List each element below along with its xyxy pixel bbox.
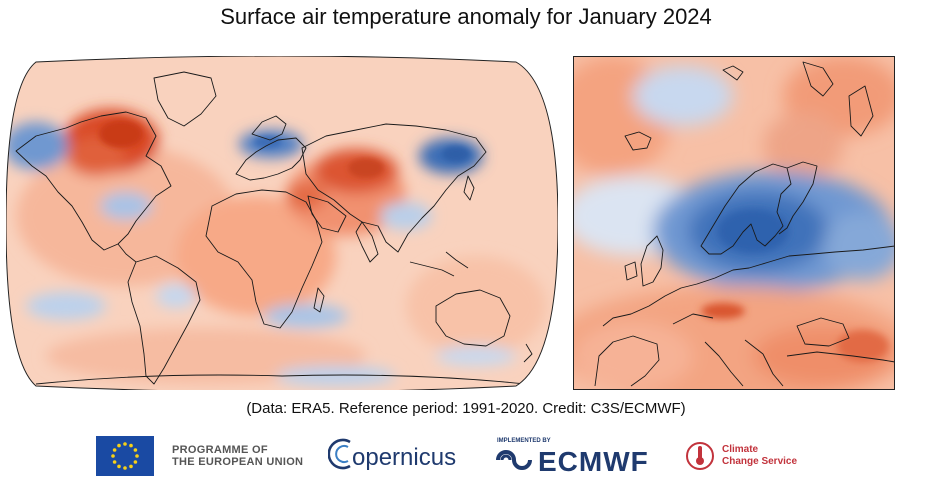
copernicus-logo-icon — [328, 438, 351, 470]
thermometer-icon — [686, 442, 714, 470]
implemented-by-label: IMPLEMENTED BY — [497, 438, 551, 444]
copernicus-logo-text: opernicus — [352, 444, 457, 471]
data-credit: (Data: ERA5. Reference period: 1991-2020… — [246, 400, 686, 417]
europe-anomaly-map — [573, 56, 895, 390]
world-anomaly-map — [6, 56, 558, 390]
eu-programme-label: PROGRAMME OF THE EUROPEAN UNION — [172, 444, 304, 468]
ecmwf-logo-icon — [496, 450, 532, 470]
eu-flag-icon — [96, 436, 154, 476]
partner-logos: PROGRAMME OF THE EUROPEAN UNION opernicu… — [0, 430, 932, 477]
chart-title: Surface air temperature anomaly for Janu… — [220, 4, 712, 29]
ecmwf-logo-text: ECMWF — [538, 446, 649, 477]
c3s-logo-text: Climate Change Service — [722, 444, 798, 467]
